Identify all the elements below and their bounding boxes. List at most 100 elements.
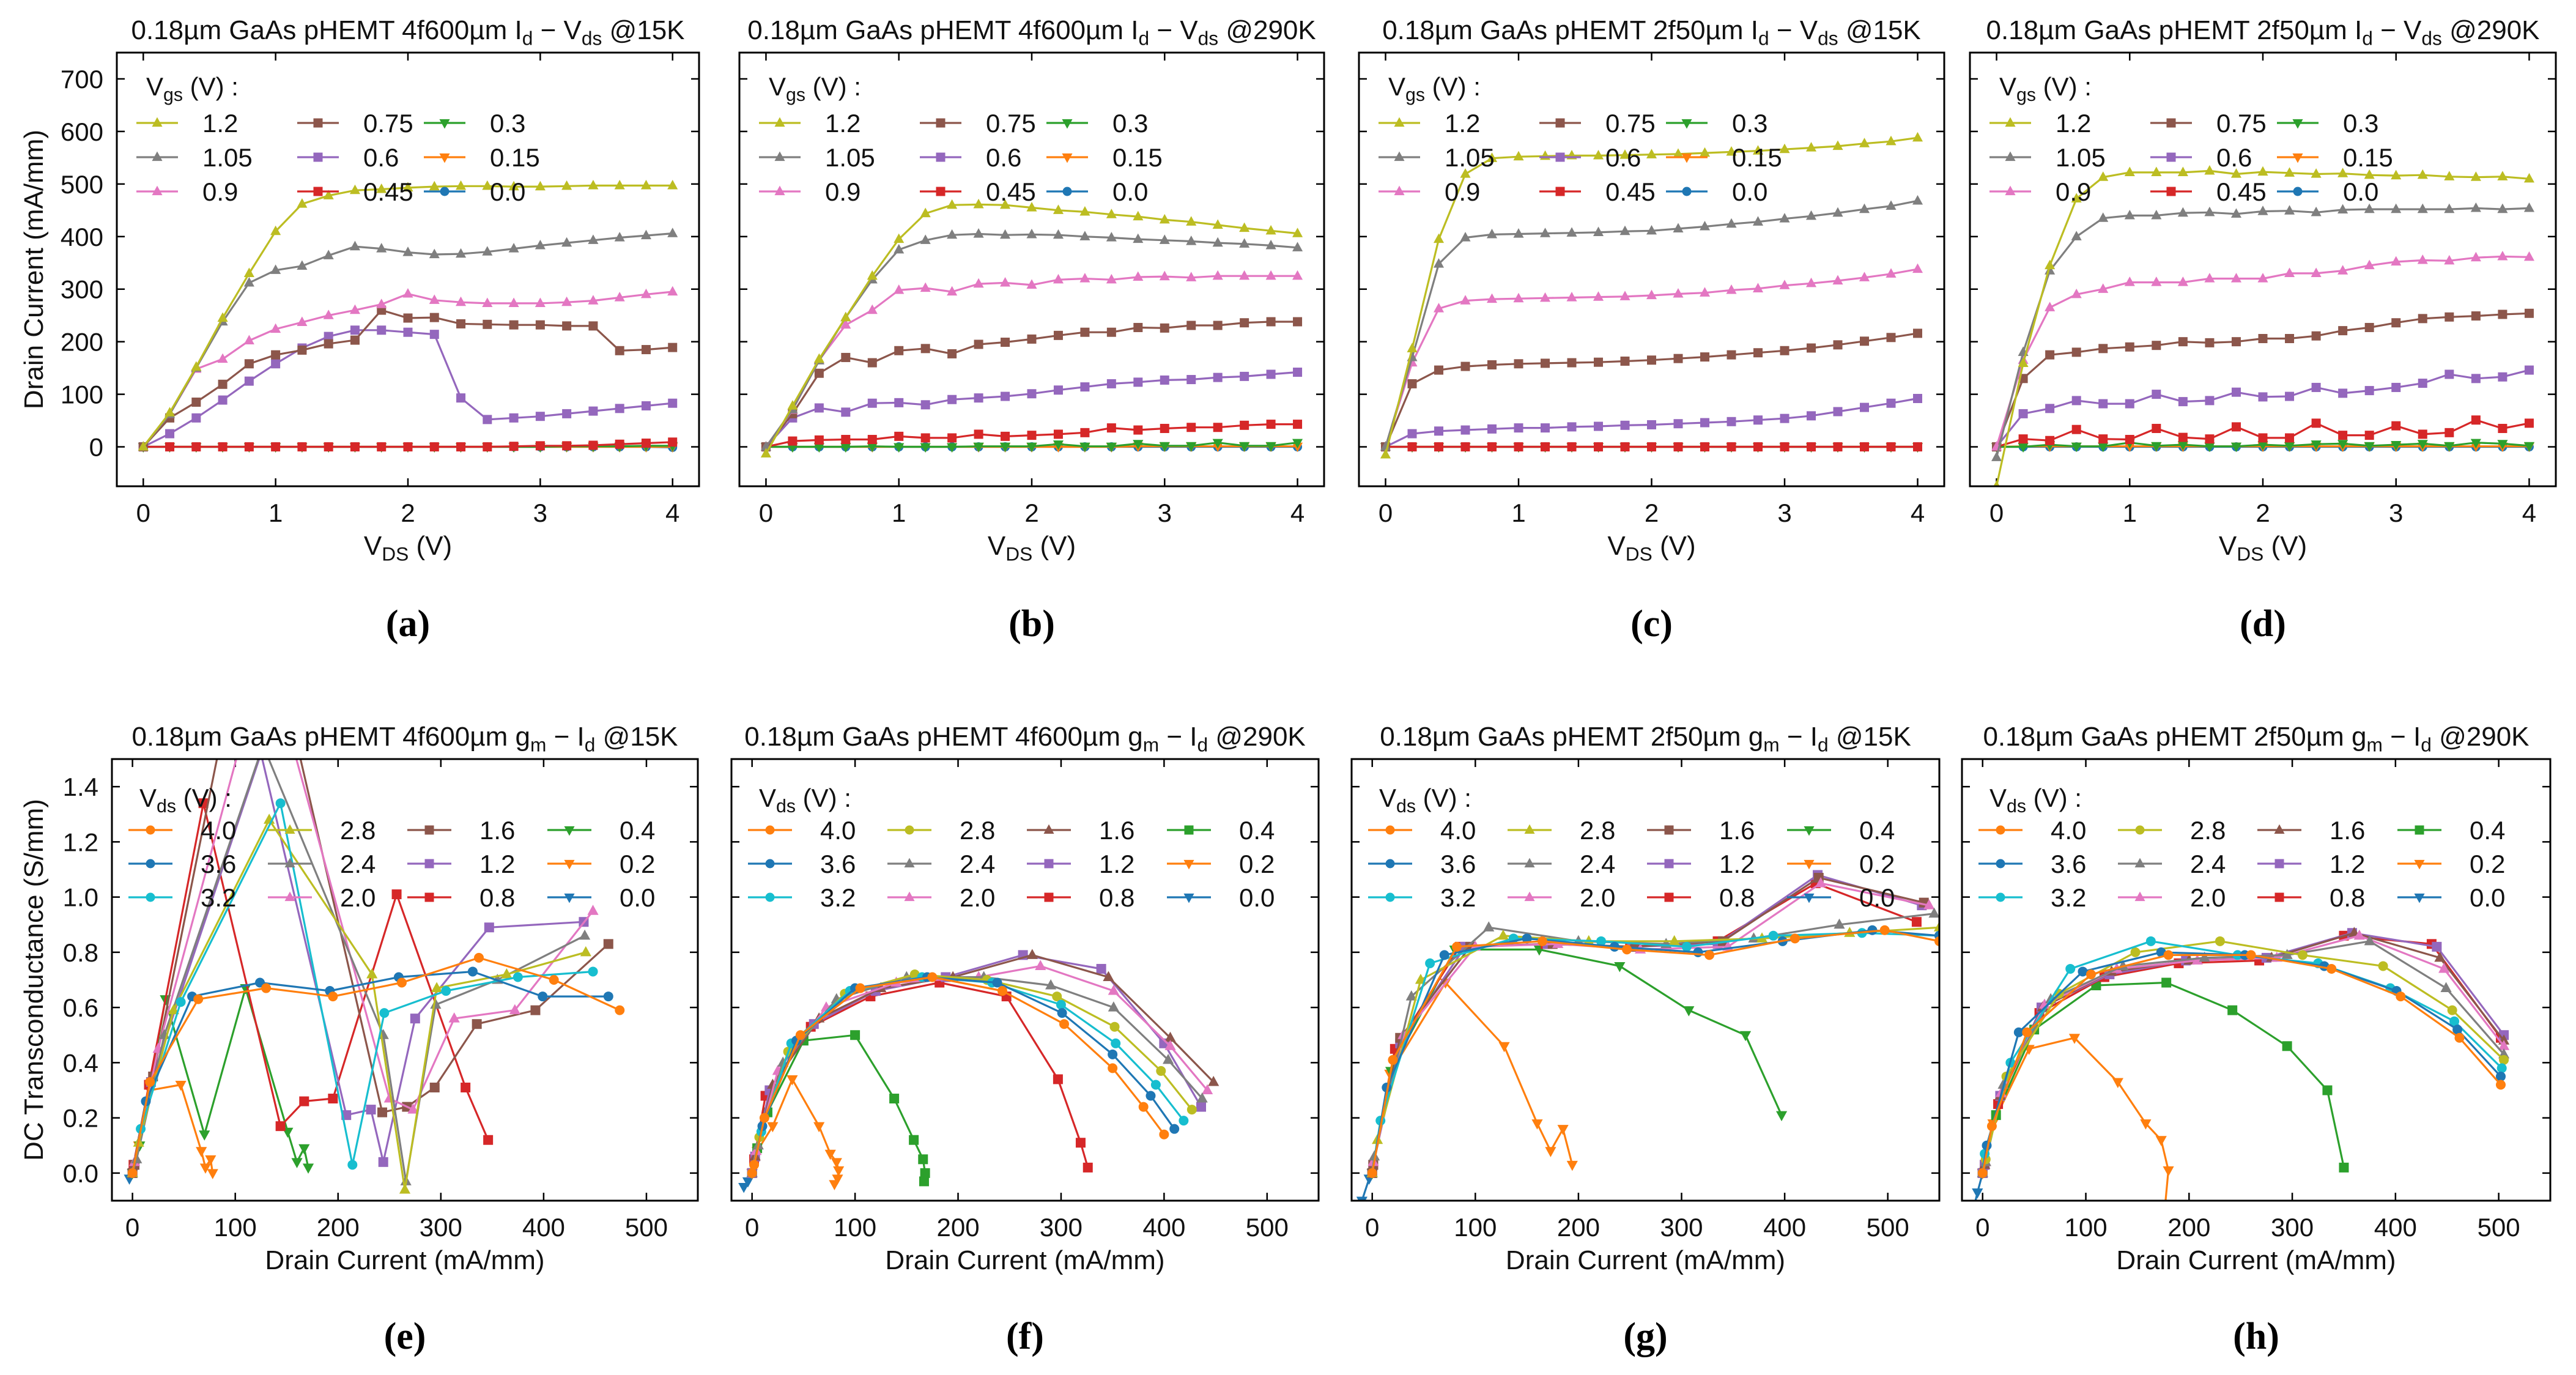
marker-triangle-up: [640, 229, 651, 240]
marker-triangle-up: [297, 198, 308, 208]
legend-label: 1.2: [2330, 850, 2365, 878]
legend-item: 0.2: [2397, 850, 2505, 878]
series-4.0: [127, 952, 625, 1178]
legend-label: 0.4: [620, 816, 655, 845]
legend-label: 1.2: [202, 109, 238, 138]
marker-square: [1460, 425, 1470, 435]
marker-square: [641, 439, 651, 448]
marker-triangle-up: [774, 185, 785, 196]
marker-square: [947, 433, 957, 443]
marker-square: [1541, 358, 1550, 368]
marker-triangle-up: [2470, 171, 2481, 181]
marker-triangle-up: [2098, 171, 2109, 181]
legend-item: 0.3: [2277, 109, 2378, 138]
series-4.0: [747, 972, 1169, 1178]
marker-square: [2125, 399, 2134, 409]
marker-triangle-down: [2337, 440, 2348, 450]
legend-item: 0.15: [2277, 143, 2393, 172]
marker-triangle-up: [455, 180, 467, 190]
x-tick-label: 4: [1290, 498, 1305, 527]
legend-label: 0.75: [1605, 109, 1656, 138]
marker-square: [1053, 429, 1063, 439]
marker-circle: [749, 1160, 760, 1170]
marker-circle: [1385, 825, 1395, 835]
legend-item: 1.6: [407, 816, 515, 845]
plot-area: [760, 198, 1303, 458]
marker-circle: [1439, 950, 1449, 960]
marker-triangle-up: [1859, 272, 1870, 281]
chart-title-part: d: [2421, 734, 2432, 756]
chart-title: 0.18µm GaAs pHEMT 2f50µm Id − Vds @15K: [1382, 15, 1921, 50]
marker-square: [588, 321, 598, 331]
legend: Vgs (V) : 1.2 1.05 0.9 0.75 0.6 0.45 0.3 0.15 0.0: [136, 72, 540, 206]
x-tick-label: 3: [533, 498, 547, 527]
marker-triangle-down: [2292, 119, 2303, 129]
series-3.2: [127, 798, 598, 1178]
legend-label: 1.2: [479, 850, 515, 878]
marker-circle: [275, 798, 286, 809]
marker-triangle-up: [1163, 1053, 1174, 1064]
legend-item: 3.6: [748, 850, 856, 878]
marker-square: [1186, 423, 1196, 432]
marker-triangle-up: [2391, 203, 2402, 213]
marker-circle: [396, 977, 407, 988]
chart-title-part: −: [533, 15, 563, 45]
marker-circle: [2135, 825, 2145, 835]
chart-title-part: @15K: [595, 722, 678, 752]
chart-title-part: d: [1197, 734, 1208, 756]
chart-title-part: I: [2355, 15, 2362, 45]
marker-triangle-up: [1483, 921, 1495, 932]
marker-triangle-up: [1859, 203, 1870, 213]
marker-triangle-down: [2292, 153, 2303, 163]
marker-square: [841, 407, 851, 417]
marker-square: [1514, 442, 1523, 452]
chart-title-part: 0.18µm GaAs pHEMT 4f600µm g: [744, 722, 1143, 752]
marker-triangle-up: [376, 183, 387, 193]
marker-square: [588, 440, 598, 450]
legend-item: 0.6: [297, 143, 399, 172]
marker-triangle-up: [1394, 117, 1405, 127]
marker-triangle-down: [2155, 1136, 2167, 1146]
marker-triangle-down: [207, 1169, 218, 1179]
marker-triangle-up: [1566, 227, 1577, 237]
legend-label: 0.2: [620, 850, 655, 878]
x-axis-label-part: V: [2219, 531, 2237, 561]
x-tick-label: 2: [1024, 498, 1038, 527]
marker-circle: [1367, 1168, 1377, 1178]
chart-title-part: d: [522, 28, 533, 50]
marker-square: [2231, 337, 2241, 347]
marker-square: [1044, 859, 1054, 869]
marker-triangle-up: [813, 353, 824, 363]
marker-triangle-up: [1912, 132, 1923, 142]
marker-square: [1001, 391, 1010, 401]
marker-square: [814, 435, 824, 445]
y-tick-label: 0.4: [63, 1048, 98, 1077]
x-tick-label: 300: [2271, 1213, 2314, 1242]
marker-square: [377, 325, 387, 335]
legend-label: 4.0: [820, 816, 856, 845]
chart-title-part: d: [2362, 28, 2373, 50]
marker-square: [2524, 365, 2534, 375]
marker-triangle-up: [1646, 289, 1657, 300]
marker-triangle-down: [1026, 442, 1037, 453]
marker-triangle-up: [1832, 207, 1843, 217]
legend-label: 0.2: [1239, 850, 1275, 878]
legend-item: 0.15: [1046, 143, 1163, 172]
legend-label: 0.45: [986, 177, 1036, 206]
marker-square: [297, 345, 307, 355]
chart-title-part: d: [1139, 28, 1150, 50]
marker-square: [2152, 341, 2161, 350]
marker-square: [2311, 382, 2321, 392]
marker-circle: [467, 966, 478, 977]
marker-triangle-up: [2124, 276, 2135, 286]
marker-circle: [765, 892, 775, 902]
marker-triangle-up: [1832, 275, 1843, 285]
marker-square: [366, 1105, 376, 1115]
marker-circle: [2086, 969, 2096, 979]
marker-triangle-up: [402, 288, 413, 298]
marker-square: [350, 335, 360, 345]
marker-triangle-up: [2177, 207, 2188, 217]
legend-label: 0.3: [1112, 109, 1148, 138]
x-tick-label: 0: [759, 498, 773, 527]
